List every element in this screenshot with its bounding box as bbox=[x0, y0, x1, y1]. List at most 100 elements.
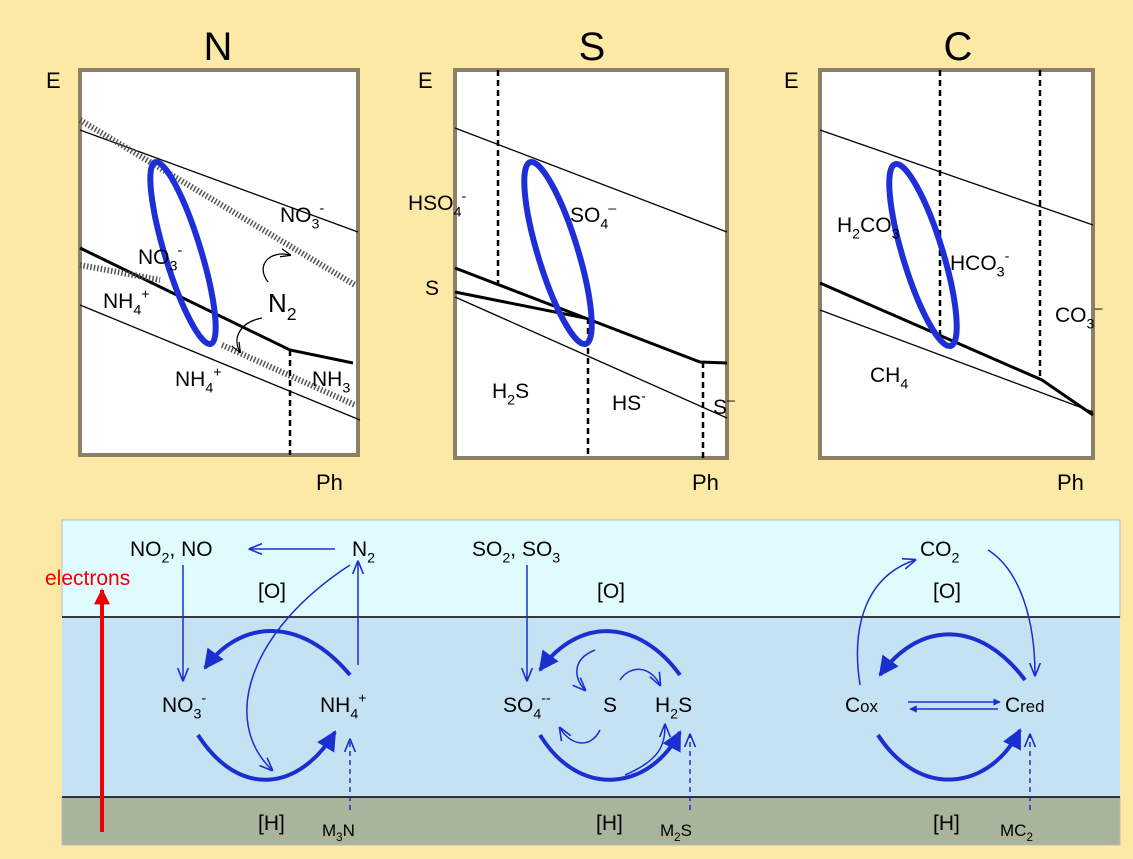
formula-label: [O] bbox=[597, 580, 625, 603]
text-part: N bbox=[268, 288, 287, 318]
text-part: M bbox=[322, 821, 336, 840]
shape bbox=[79, 262, 161, 283]
electrons-label: electrons bbox=[45, 567, 130, 590]
formula-label: NO3- bbox=[162, 691, 206, 723]
subscript: 2 bbox=[952, 550, 960, 566]
supscript: - bbox=[177, 243, 182, 259]
label: Ph bbox=[1057, 470, 1084, 495]
supscript: -- bbox=[541, 691, 551, 707]
shape bbox=[454, 266, 728, 365]
n-cycle-arrows bbox=[183, 549, 358, 810]
text-part: H bbox=[492, 380, 507, 403]
shape bbox=[62, 617, 1120, 797]
supscript: – bbox=[727, 393, 735, 409]
label: Ph bbox=[692, 470, 719, 495]
formula-label: CH4 bbox=[870, 364, 908, 392]
shape bbox=[856, 560, 915, 686]
formula-label: SO4– bbox=[570, 201, 616, 233]
text-part: N bbox=[352, 538, 367, 561]
text-part: N bbox=[343, 821, 355, 840]
text-part: NO bbox=[138, 246, 170, 269]
supscript: + bbox=[358, 691, 366, 707]
text-part: NH bbox=[312, 368, 342, 391]
shape bbox=[521, 158, 595, 348]
formula-label: NH4+ bbox=[103, 287, 150, 319]
text-part: CH bbox=[870, 364, 900, 387]
formula-label: S bbox=[425, 277, 439, 300]
shape bbox=[61, 796, 1121, 846]
text-part: HCO bbox=[950, 252, 997, 275]
subscript: 4 bbox=[350, 706, 358, 722]
formula-label: CO3– bbox=[1055, 301, 1102, 333]
panel-text: N S C E E E Ph Ph Ph bbox=[46, 25, 1084, 495]
formula-label: SO4-- bbox=[503, 691, 551, 723]
labels: NO3- NO3- NH4+ N2 NH4+ NH3 HSO4- SO4– S … bbox=[103, 189, 1102, 845]
formula-label: [H] bbox=[933, 812, 960, 835]
formula-label: NH4+ bbox=[320, 691, 367, 723]
subscript: 3 bbox=[1087, 316, 1095, 332]
text-part: [H] bbox=[258, 812, 285, 835]
formula-label: M3N bbox=[322, 821, 355, 844]
formula-label: HSO4- bbox=[408, 189, 466, 221]
text-part: CO bbox=[860, 214, 892, 237]
formula-label: S bbox=[603, 694, 617, 717]
shape bbox=[246, 564, 351, 770]
shape bbox=[78, 117, 357, 288]
text-part: S bbox=[681, 821, 692, 840]
text-part: C bbox=[845, 694, 860, 717]
shape bbox=[453, 68, 729, 460]
subscript: 2 bbox=[502, 550, 510, 566]
text-part: [O] bbox=[597, 580, 625, 603]
subscript: 2 bbox=[852, 226, 860, 242]
supscript: + bbox=[141, 287, 149, 303]
subscript: 3 bbox=[312, 216, 320, 232]
formula-label: NH3 bbox=[312, 368, 350, 396]
shape bbox=[538, 730, 682, 782]
shape bbox=[147, 158, 219, 348]
supscript: – bbox=[1094, 301, 1102, 317]
c-cycle-arrows bbox=[856, 549, 1035, 810]
text-part: HS bbox=[612, 392, 641, 415]
label: Ph bbox=[316, 470, 343, 495]
shape bbox=[624, 725, 665, 776]
shape bbox=[237, 317, 263, 352]
formula-label: H2CO3 bbox=[837, 214, 900, 242]
text-part: [H] bbox=[933, 812, 960, 835]
text-part: [O] bbox=[933, 580, 961, 603]
shape bbox=[819, 281, 1094, 417]
subscript: 2 bbox=[674, 832, 680, 844]
text-part: H bbox=[837, 214, 852, 237]
shape bbox=[819, 129, 1094, 226]
label: S bbox=[579, 25, 606, 69]
text-part: M bbox=[660, 821, 674, 840]
subscript: 2 bbox=[670, 706, 678, 722]
subscript: 4 bbox=[600, 216, 608, 232]
subscript: 3 bbox=[892, 226, 900, 242]
text-part: C bbox=[1005, 694, 1020, 717]
text-part: NH bbox=[103, 290, 133, 313]
shape bbox=[454, 127, 728, 233]
text-part: S bbox=[425, 277, 439, 300]
subscript: 2 bbox=[287, 304, 297, 324]
shape bbox=[454, 296, 728, 419]
text-part: S bbox=[603, 694, 617, 717]
text-part: NH bbox=[175, 368, 205, 391]
shape bbox=[819, 309, 1094, 413]
text-part: NO bbox=[130, 538, 162, 561]
formula-label: NO3- bbox=[280, 201, 324, 233]
subscript: 3 bbox=[170, 258, 178, 274]
text-part: CO bbox=[1055, 304, 1087, 327]
text-part: NO bbox=[162, 694, 194, 717]
text-part: , SO bbox=[510, 538, 552, 561]
text-part: [H] bbox=[596, 812, 623, 835]
bands bbox=[61, 519, 1121, 846]
subscript: 4 bbox=[900, 376, 908, 392]
subscript: 2 bbox=[507, 392, 515, 408]
formula-label: NO3- bbox=[138, 243, 182, 275]
subscript: 4 bbox=[533, 706, 541, 722]
subscript: 3 bbox=[336, 832, 342, 844]
label: E bbox=[418, 68, 433, 93]
formula-label: [H] bbox=[258, 812, 285, 835]
formula-label: H2S bbox=[655, 694, 692, 722]
